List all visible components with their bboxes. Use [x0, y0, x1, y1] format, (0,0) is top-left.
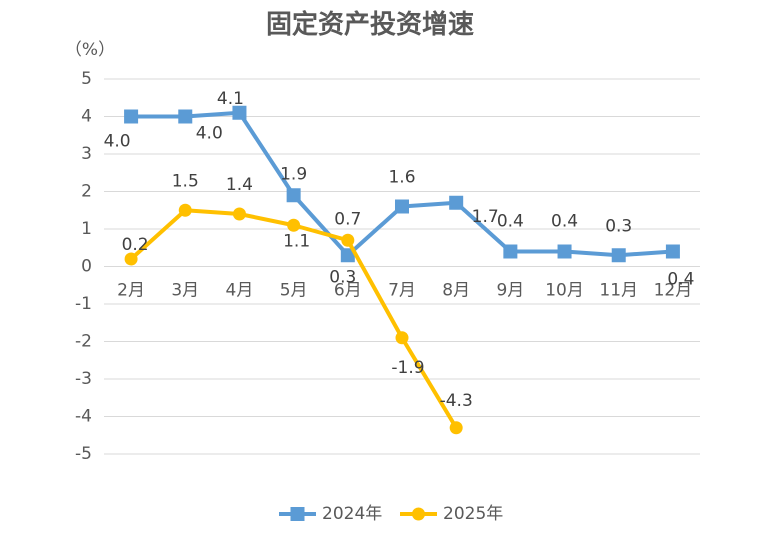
data-label: 0.4: [667, 270, 694, 290]
data-label: 1.7: [472, 207, 499, 227]
marker: [178, 203, 192, 217]
y-tick-label: 3: [81, 144, 92, 164]
x-tick-label: 6月: [334, 281, 362, 301]
marker: [449, 421, 463, 435]
y-tick-label: -2: [75, 332, 92, 352]
legend-marker: [290, 507, 305, 521]
data-label: 0.3: [605, 216, 632, 236]
x-tick-label: 5月: [280, 281, 308, 301]
y-tick-label: -5: [75, 444, 92, 464]
marker: [611, 248, 626, 263]
data-label: 4.0: [104, 132, 131, 152]
y-tick-label: -1: [75, 294, 92, 314]
marker: [665, 244, 680, 259]
marker: [340, 248, 355, 263]
y-unit-label: （%）: [65, 40, 115, 60]
y-tick-label: 2: [81, 182, 92, 202]
marker: [449, 195, 464, 210]
data-label: 1.1: [283, 231, 310, 251]
marker: [286, 188, 301, 203]
x-tick-label: 4月: [226, 281, 254, 301]
data-label: 0.7: [334, 209, 361, 229]
data-label: 4.1: [217, 89, 244, 109]
legend-marker: [412, 507, 425, 521]
data-label: 0.3: [329, 267, 356, 287]
chart-title: 固定资产投资增速: [266, 9, 474, 40]
y-tick-label: 4: [81, 107, 92, 127]
marker: [124, 109, 139, 124]
marker: [557, 244, 572, 259]
data-label: 1.4: [226, 175, 253, 195]
data-label: -1.9: [391, 358, 424, 378]
marker: [503, 244, 518, 259]
data-label: 4.0: [196, 124, 223, 144]
x-tick-label: 7月: [388, 281, 416, 301]
marker: [232, 105, 247, 120]
x-tick-label: 9月: [496, 281, 524, 301]
marker: [124, 252, 138, 266]
x-tick-label: 3月: [171, 281, 199, 301]
data-label: 0.4: [497, 212, 524, 232]
marker: [395, 331, 409, 345]
x-tick-label: 11月: [599, 281, 638, 301]
x-tick-label: 8月: [442, 281, 470, 301]
legend-label: 2024年: [322, 504, 382, 524]
data-label: 1.5: [172, 171, 199, 191]
marker: [232, 207, 246, 221]
x-tick-label: 12月: [654, 281, 693, 301]
data-label: 0.4: [551, 212, 578, 232]
data-label: -4.3: [440, 391, 473, 411]
marker: [287, 218, 301, 232]
x-tick-label: 2月: [117, 281, 145, 301]
y-tick-label: 1: [81, 219, 92, 239]
y-tick-label: -3: [75, 369, 92, 389]
data-label: 0.2: [122, 235, 149, 255]
y-tick-label: 5: [81, 69, 92, 89]
marker: [395, 199, 409, 214]
data-label: 1.6: [388, 168, 415, 188]
y-tick-label: 0: [81, 257, 92, 277]
x-tick-label: 10月: [545, 281, 584, 301]
y-tick-label: -4: [75, 407, 92, 427]
marker: [178, 109, 193, 124]
legend-label: 2025年: [443, 504, 503, 524]
data-label: 1.9: [280, 164, 307, 184]
marker: [341, 233, 355, 247]
